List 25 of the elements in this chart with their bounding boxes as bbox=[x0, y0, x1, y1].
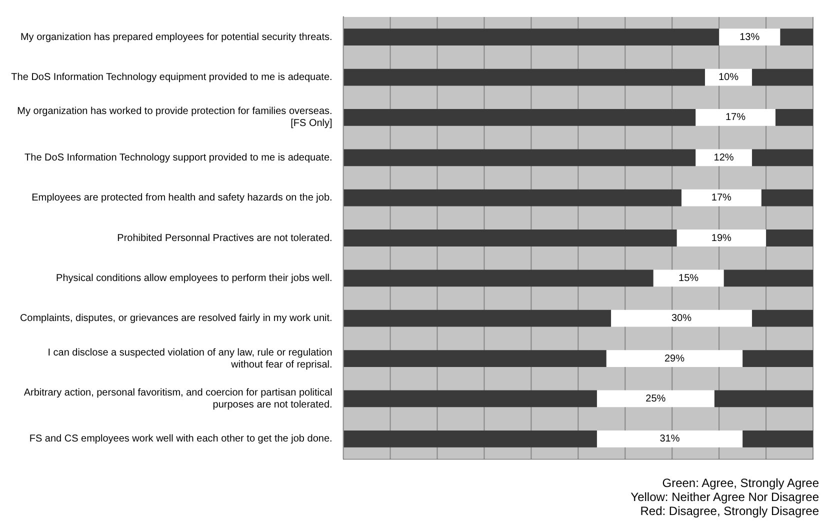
data-label: 17% bbox=[725, 112, 746, 124]
data-label: 17% bbox=[711, 192, 732, 204]
y-tick-label: The DoS Information Technology equipment provided to me is adequate. bbox=[11, 72, 332, 84]
text: Yellow: Neither Agree Nor Disagree bbox=[630, 490, 819, 504]
y-tick-label: FS and CS employees work well with each other to get the job done. bbox=[29, 434, 332, 445]
y-tick-label: My organization has prepared employees for potential security threats. bbox=[20, 32, 332, 43]
y-tick-label: I can disclose a suspected violation of any law, rule or regulation without fear of reprisal. bbox=[48, 347, 332, 370]
data-label: 31% bbox=[660, 434, 680, 445]
data-label: 12% bbox=[714, 152, 734, 164]
text: Red: Disagree, Strongly Disagree bbox=[639, 504, 819, 518]
y-tick-label: My organization has worked to provide protection for families overseas. [FS Only] bbox=[17, 106, 333, 130]
y-tick-label: The DoS Information Technology support provided to me is adequate. bbox=[24, 152, 332, 164]
data-label: 13% bbox=[740, 32, 760, 43]
data-label: 25% bbox=[646, 393, 666, 404]
y-tick-label: Complaints, disputes, or grievances are resolved fairly in my work unit. bbox=[20, 313, 332, 324]
y-tick-label: Employees are protected from health and safety hazards on the job. bbox=[32, 192, 332, 204]
data-label: 19% bbox=[711, 232, 732, 244]
y-tick-label: Prohibited Personnal Practives are not tolerated. bbox=[117, 232, 332, 244]
data-label: 15% bbox=[678, 272, 699, 284]
text: Green: Agree, Strongly Agree bbox=[661, 476, 819, 490]
data-label: 10% bbox=[718, 72, 739, 84]
data-label: 30% bbox=[671, 313, 692, 324]
y-tick-label: Physical conditions allow employees to perform their jobs well. bbox=[56, 272, 332, 284]
y-tick-label: Arbitrary action, personal favoritism, and coercion for partisan political purposes are not tolerated. bbox=[24, 387, 332, 410]
data-label: 29% bbox=[664, 353, 685, 364]
